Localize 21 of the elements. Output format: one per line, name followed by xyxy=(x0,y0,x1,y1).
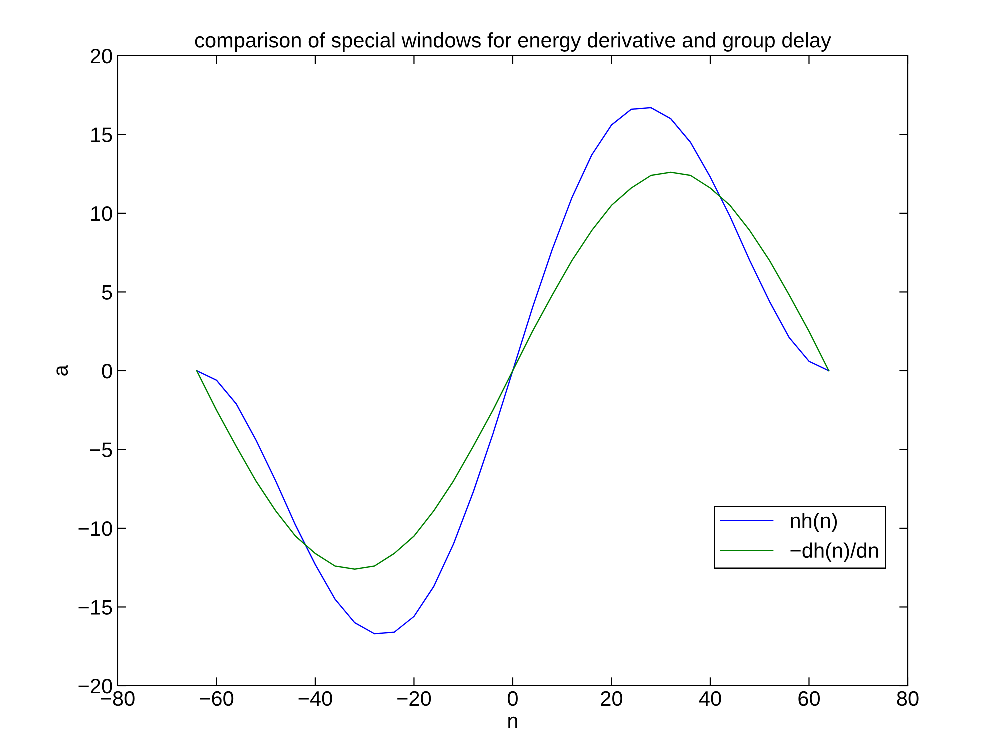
x-tick-label: 80 xyxy=(897,691,919,706)
x-tick-label: 20 xyxy=(601,691,623,706)
y-axis-title: a xyxy=(56,365,68,376)
y-tick-label: −10 xyxy=(78,521,112,536)
x-tick-label: −60 xyxy=(200,691,234,706)
x-tick-label: 0 xyxy=(508,691,518,706)
y-tick-label: 0 xyxy=(102,364,112,379)
legend-label: nh(n) xyxy=(791,512,838,532)
y-tick-label: 20 xyxy=(90,48,112,64)
legend-label: −dh(n)/dn xyxy=(790,542,878,562)
y-tick-label: 5 xyxy=(102,285,112,300)
y-tick-label: 15 xyxy=(92,128,112,142)
chart-title: comparison of special windows for energy derivative and group delay xyxy=(195,32,832,52)
x-tick-label: −20 xyxy=(398,691,432,706)
y-tick-label: 10 xyxy=(92,206,112,222)
x-tick-label: 40 xyxy=(699,691,722,706)
x-tick-label: 60 xyxy=(798,691,820,706)
x-tick-label: −40 xyxy=(298,691,332,706)
y-tick-label: −5 xyxy=(90,442,112,458)
x-axis-title: n xyxy=(508,716,518,728)
y-tick-label: −15 xyxy=(78,600,112,615)
